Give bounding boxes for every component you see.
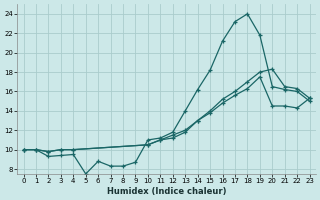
X-axis label: Humidex (Indice chaleur): Humidex (Indice chaleur) — [107, 187, 226, 196]
